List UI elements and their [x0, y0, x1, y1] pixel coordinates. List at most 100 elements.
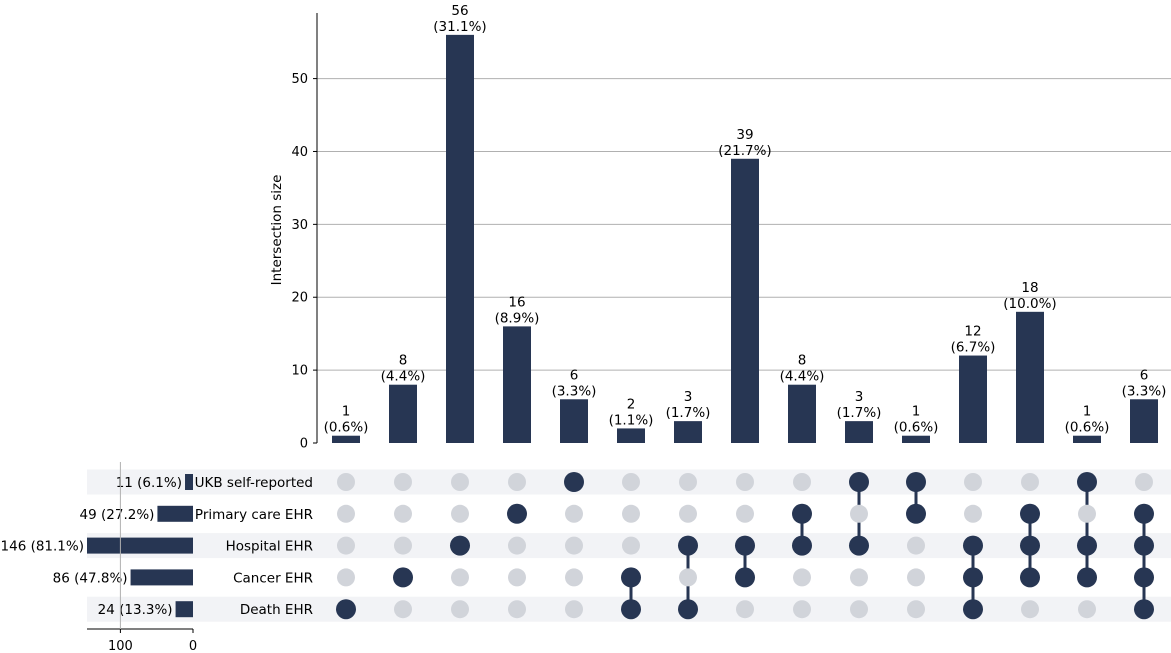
- matrix-dot-active: [792, 535, 812, 556]
- matrix-dot-inactive: [622, 536, 640, 555]
- bar-percent-label: (8.9%): [495, 310, 540, 326]
- intersection-bar-labels: 1(0.6%)8(4.4%)56(31.1%)16(8.9%)6(3.3%)2(…: [324, 3, 1167, 436]
- matrix-dot-active: [1020, 503, 1040, 524]
- intersection-bar: [788, 384, 816, 443]
- matrix-dot-inactive: [964, 504, 982, 523]
- matrix-dot-inactive: [508, 600, 526, 619]
- bar-percent-label: (6.7%): [951, 340, 996, 356]
- matrix-dot-inactive: [736, 600, 754, 619]
- set-name-label: Cancer EHR: [233, 570, 313, 586]
- set-size-label: 11 (6.1%): [116, 475, 182, 491]
- bar-count-label: 56: [451, 3, 468, 19]
- matrix-dot-active: [621, 599, 641, 620]
- matrix-dot-inactive: [565, 568, 583, 587]
- matrix-dot-active: [906, 472, 926, 492]
- bar-percent-label: (4.4%): [381, 369, 426, 385]
- matrix-dot-inactive: [679, 504, 697, 523]
- y-axis: 0 10 20 30 40 50: [291, 13, 318, 452]
- bar-count-label: 1: [912, 404, 921, 420]
- matrix-dot-inactive: [850, 504, 868, 523]
- matrix-dot-inactive: [679, 473, 697, 491]
- y-tick-label: 20: [291, 291, 308, 306]
- matrix-dot-active: [678, 535, 698, 556]
- intersection-bars: [332, 34, 1158, 444]
- intersection-bar: [1130, 399, 1158, 443]
- bar-percent-label: (1.1%): [609, 412, 654, 428]
- set-size-bar: [175, 601, 193, 618]
- bar-count-label: 8: [399, 353, 408, 369]
- matrix-dot-active: [1077, 535, 1097, 556]
- bar-percent-label: (1.7%): [666, 405, 711, 421]
- matrix-dot-inactive: [337, 568, 355, 587]
- bar-count-label: 12: [964, 324, 981, 340]
- set-size-label: 146 (81.1%): [1, 539, 84, 555]
- bar-count-label: 18: [1021, 280, 1038, 296]
- bar-percent-label: (3.3%): [1122, 383, 1167, 399]
- bar-percent-label: (0.6%): [324, 420, 369, 436]
- matrix-dot-active: [678, 599, 698, 620]
- matrix-dot-active: [1134, 535, 1154, 556]
- matrix-dot-inactive: [736, 473, 754, 491]
- y-tick-label: 40: [291, 145, 308, 160]
- y-tick-label: 50: [291, 72, 308, 87]
- matrix-dot-inactive: [907, 536, 925, 555]
- matrix-dot-inactive: [793, 473, 811, 491]
- bar-percent-label: (21.7%): [718, 143, 771, 159]
- y-tick-label: 10: [291, 364, 308, 379]
- matrix-dot-inactive: [1078, 504, 1096, 523]
- matrix-dot-inactive: [622, 504, 640, 523]
- matrix-dot-active: [507, 503, 527, 524]
- matrix-dot-active: [564, 472, 584, 492]
- matrix-dot-inactive: [1021, 473, 1039, 491]
- matrix-dot-active: [735, 567, 755, 588]
- bar-count-label: 8: [798, 353, 807, 369]
- set-size-label: 24 (13.3%): [98, 602, 173, 618]
- y-axis-label: Intersection size: [269, 175, 285, 286]
- matrix-dot-inactive: [907, 600, 925, 619]
- matrix-dot-inactive: [508, 473, 526, 491]
- set-size-label: 49 (27.2%): [80, 507, 155, 523]
- bar-count-label: 3: [855, 389, 864, 405]
- matrix-dot-inactive: [1078, 600, 1096, 619]
- matrix-dot-active: [906, 503, 926, 524]
- matrix-dot-inactive: [736, 504, 754, 523]
- intersection-bar: [1073, 435, 1101, 443]
- bar-count-label: 1: [1083, 404, 1092, 420]
- matrix-dot-inactive: [793, 600, 811, 619]
- matrix-dot-inactive: [508, 536, 526, 555]
- matrix-dot-active: [963, 567, 983, 588]
- bar-percent-label: (10.0%): [1003, 296, 1056, 312]
- bar-count-label: 6: [1140, 367, 1149, 383]
- matrix-dot-active: [336, 599, 356, 620]
- matrix-dot-active: [1134, 567, 1154, 588]
- matrix-dot-inactive: [1135, 473, 1153, 491]
- matrix-dot-inactive: [907, 568, 925, 587]
- matrix-dot-inactive: [451, 473, 469, 491]
- matrix-dot-active: [1134, 503, 1154, 524]
- set-name-label: Hospital EHR: [226, 539, 313, 555]
- intersection-bar: [503, 326, 531, 443]
- matrix-dot-inactive: [565, 600, 583, 619]
- intersection-bar: [560, 399, 588, 443]
- bar-percent-label: (0.6%): [894, 420, 939, 436]
- set-size-bar: [130, 569, 193, 586]
- matrix-dot-inactive: [850, 600, 868, 619]
- set-size-bar: [185, 474, 193, 490]
- set-size-bars: 11 (6.1%) 49 (27.2%) 146 (81.1%) 86 (47.8%)…: [1, 474, 193, 618]
- bar-count-label: 39: [736, 127, 753, 143]
- matrix-dot-inactive: [508, 568, 526, 587]
- matrix-dot-inactive: [337, 473, 355, 491]
- bar-count-label: 3: [684, 389, 693, 405]
- bar-percent-label: (1.7%): [837, 405, 882, 421]
- matrix-dot-inactive: [793, 568, 811, 587]
- intersection-bar: [902, 435, 930, 443]
- y-tick-label: 0: [300, 437, 308, 452]
- intersection-bar: [446, 34, 474, 443]
- intersection-bar: [845, 421, 873, 443]
- intersection-bar: [617, 428, 645, 443]
- matrix-dot-inactive: [1021, 600, 1039, 619]
- matrix-dot-inactive: [394, 536, 412, 555]
- matrix-dot-inactive: [964, 473, 982, 491]
- matrix-dot-inactive: [394, 600, 412, 619]
